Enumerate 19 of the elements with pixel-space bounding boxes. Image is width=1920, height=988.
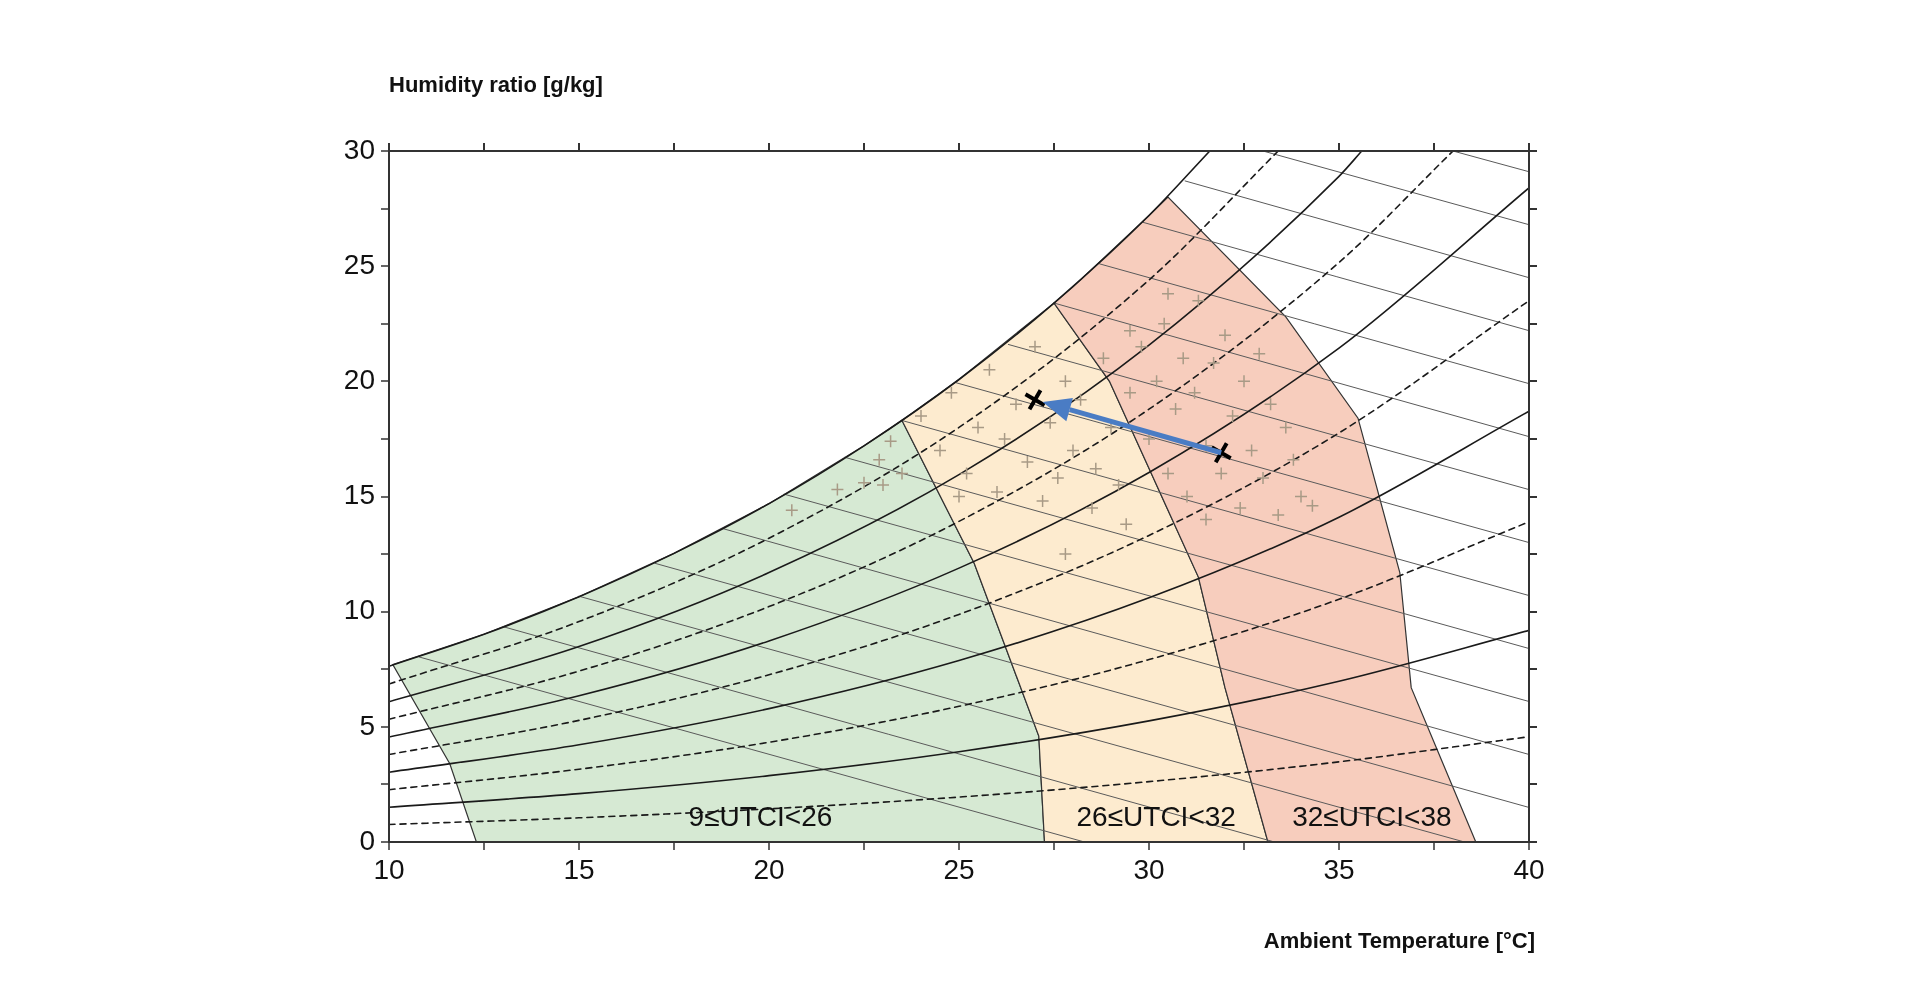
y-tick-label: 30 — [343, 133, 375, 165]
line-series — [389, 629, 1529, 809]
x-tick-label: 20 — [753, 853, 785, 885]
y-axis-title: Humidity ratio [g/kg] — [389, 72, 603, 98]
y-tick-label: 25 — [343, 248, 375, 280]
x-tick-label: 25 — [943, 853, 975, 885]
x-tick-label: 30 — [1133, 853, 1165, 885]
x-tick-label: 15 — [563, 853, 595, 885]
x-axis-title: Ambient Temperature [°C] — [1263, 928, 1535, 954]
x-tick-label: 40 — [1513, 853, 1545, 885]
x-tick-label: 35 — [1323, 853, 1355, 885]
y-tick-label: 5 — [359, 709, 375, 741]
y-tick-label: 15 — [343, 479, 375, 511]
line-series — [389, 410, 1529, 774]
y-tick-label: 10 — [343, 594, 375, 626]
line-series — [389, 299, 1529, 756]
y-tick-label: 20 — [343, 364, 375, 396]
y-tick-label: 0 — [359, 824, 375, 856]
series-label: 9≤UTCI<26 — [688, 800, 833, 832]
